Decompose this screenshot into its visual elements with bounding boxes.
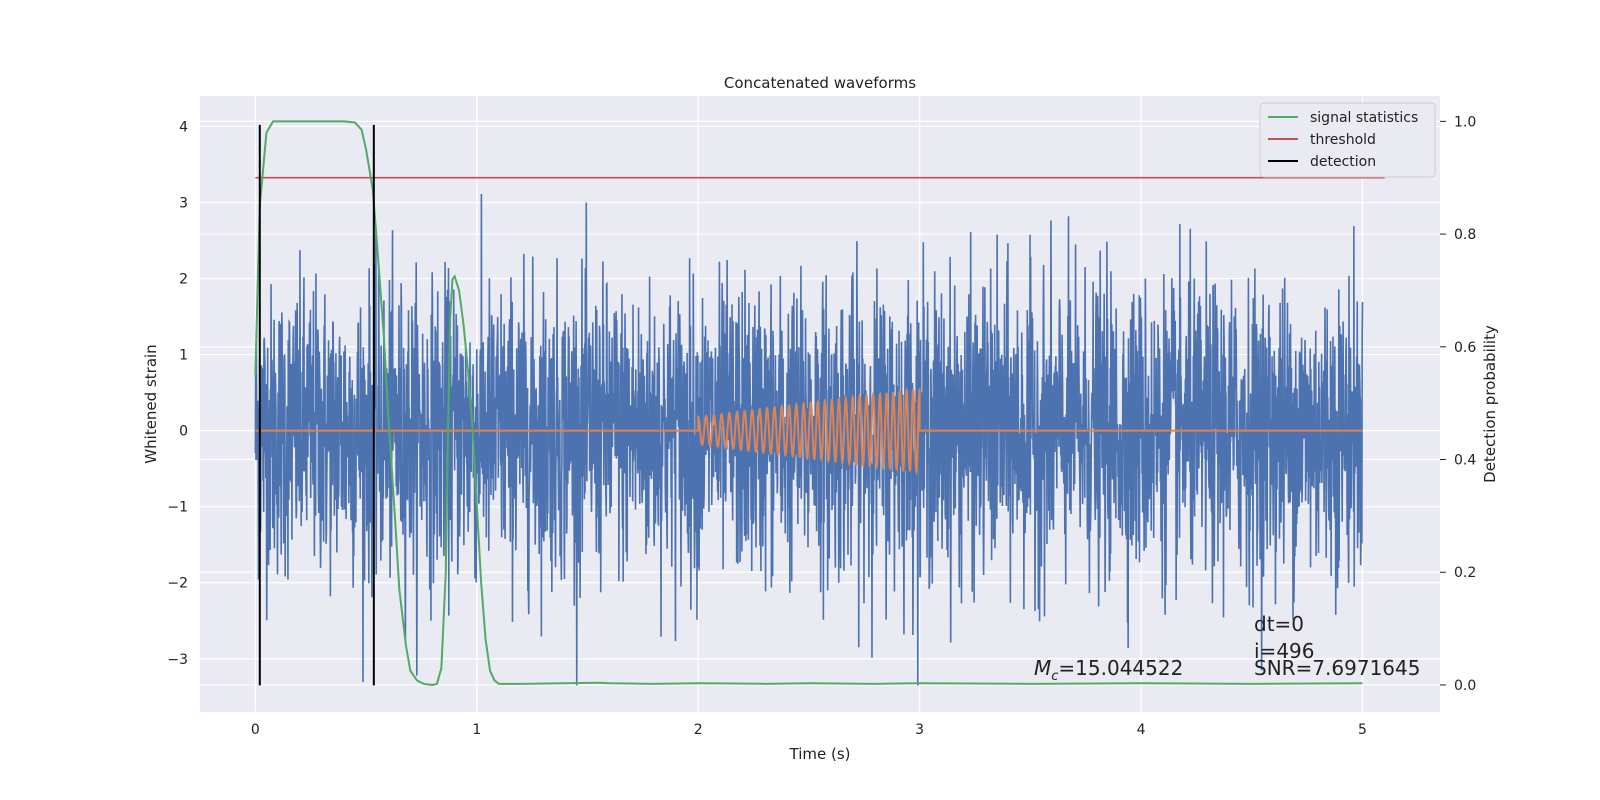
legend-label-detection: detection bbox=[1310, 154, 1376, 170]
series-layer bbox=[254, 120, 1385, 686]
y2-tick-label: 0.8 bbox=[1454, 227, 1476, 243]
chart-title: Concatenated waveforms bbox=[724, 74, 916, 92]
axes: 0 1 2 3 4 5 −3 −2 −1 0 1 2 3 4 0.0 0.2 0.4 0.6 0.8 1.0 bbox=[167, 114, 1476, 738]
y-tick-label: 4 bbox=[179, 119, 188, 135]
y2-tick-label: 0.0 bbox=[1454, 678, 1476, 694]
y2-tick-label: 0.4 bbox=[1454, 453, 1476, 469]
series-chirp-line bbox=[255, 386, 1363, 476]
legend-box bbox=[1259, 102, 1436, 178]
legend: signal statistics threshold detection bbox=[1259, 102, 1436, 178]
x-tick-label: 4 bbox=[1137, 722, 1146, 738]
x-tick-label: 0 bbox=[251, 722, 260, 738]
series-signal-statistics-line bbox=[254, 120, 1363, 686]
snr-annotation: SNR=7.6971645 bbox=[1254, 656, 1420, 680]
y2-tick-label: 0.2 bbox=[1454, 565, 1476, 581]
y-tick-label: −1 bbox=[167, 500, 188, 516]
x-axis-label: Time (s) bbox=[789, 745, 851, 763]
mc-value: =15.044522 bbox=[1058, 656, 1183, 680]
y-tick-label: 3 bbox=[179, 195, 188, 211]
y-tick-label: 0 bbox=[179, 424, 188, 440]
y2-axis-label: Detection probability bbox=[1481, 325, 1499, 483]
y2-tick-label: 1.0 bbox=[1454, 114, 1476, 130]
legend-label-threshold: threshold bbox=[1310, 132, 1376, 148]
y-axis-label: Whitened strain bbox=[142, 344, 160, 463]
legend-label-signal-statistics: signal statistics bbox=[1310, 110, 1418, 126]
y2-tick-label: 0.6 bbox=[1454, 340, 1476, 356]
x-tick-label: 5 bbox=[1358, 722, 1367, 738]
dt-annotation: dt=0 bbox=[1254, 612, 1304, 636]
y-tick-label: 1 bbox=[179, 348, 188, 364]
i-annotation: i=496 bbox=[1254, 639, 1315, 663]
x-tick-label: 2 bbox=[694, 722, 703, 738]
y-tick-label: 2 bbox=[179, 272, 188, 288]
mc-annotation: Mc=15.044522 bbox=[1034, 656, 1183, 684]
x-tick-label: 1 bbox=[472, 722, 481, 738]
x-tick-label: 3 bbox=[915, 722, 924, 738]
y-tick-label: −3 bbox=[167, 652, 188, 668]
mc-subscript: c bbox=[1051, 669, 1058, 684]
mc-symbol: M bbox=[1034, 656, 1051, 680]
y-tick-label: −2 bbox=[167, 576, 188, 592]
